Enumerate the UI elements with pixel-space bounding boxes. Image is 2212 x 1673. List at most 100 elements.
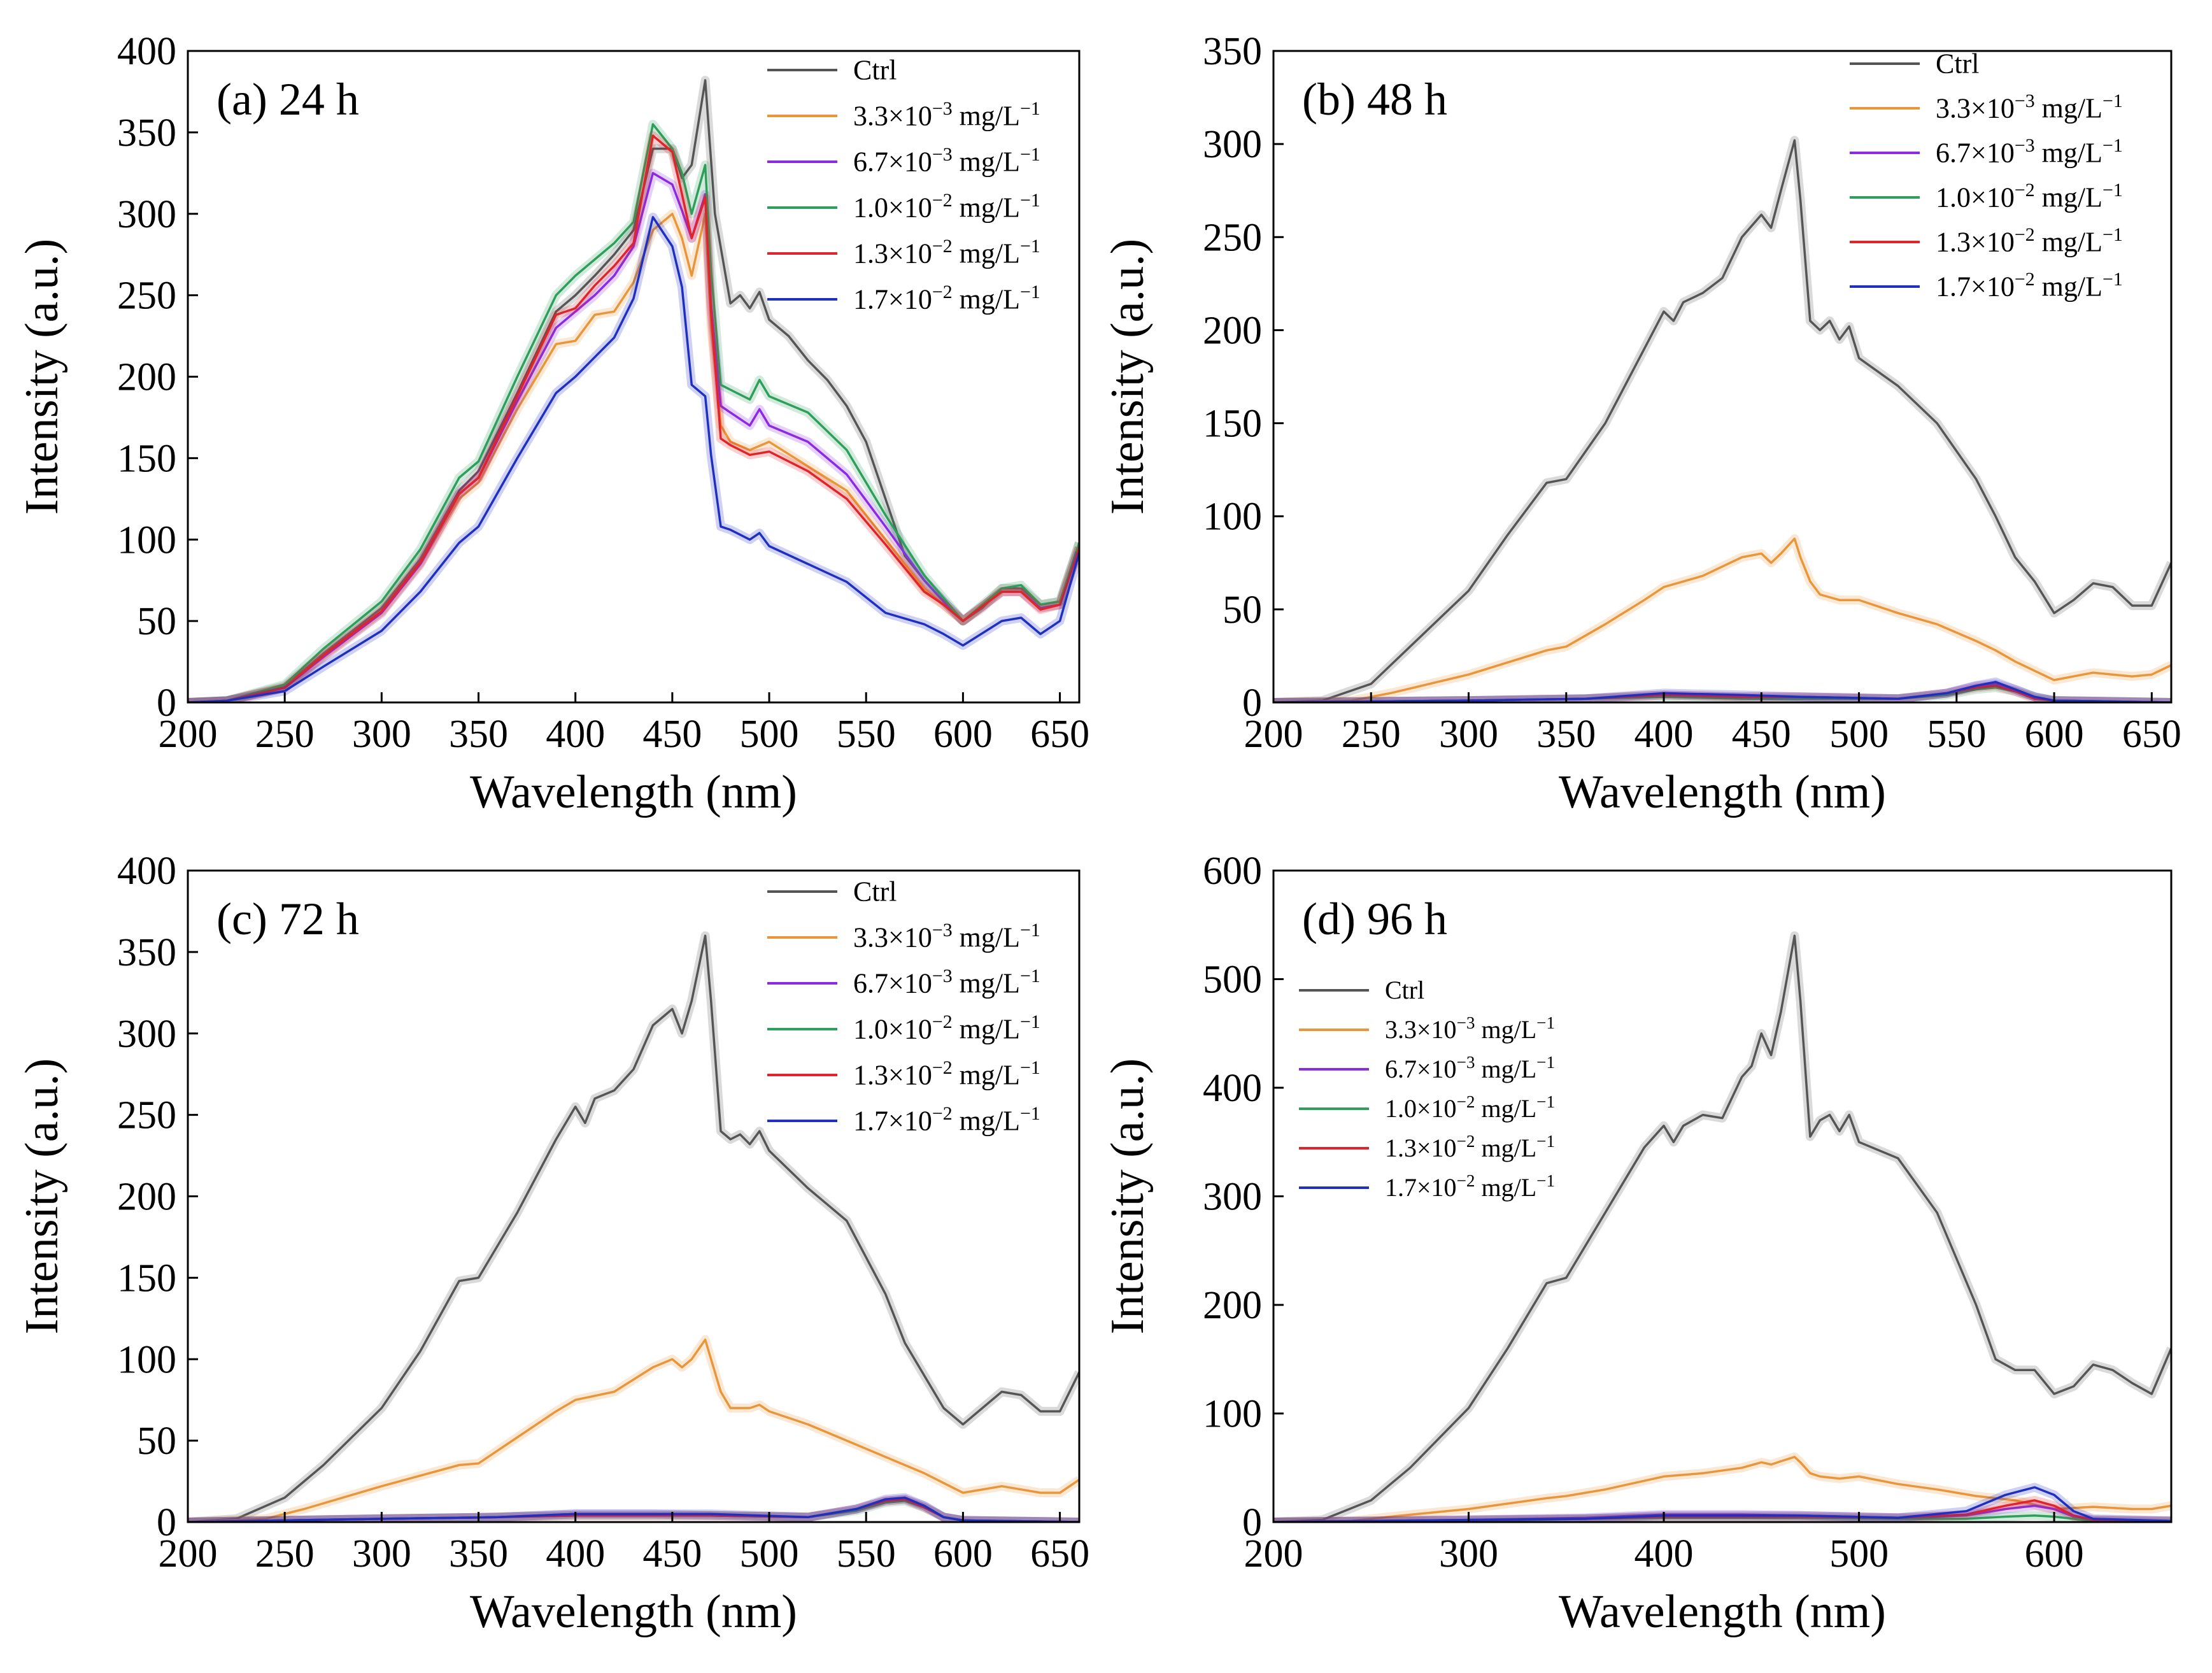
legend-label-base: 1.3×10	[1936, 227, 2015, 258]
legend-label-unit: mg/L	[953, 146, 1020, 178]
y-axis-label: Intensity (a.u.)	[1102, 1058, 1154, 1335]
legend-label: 1.3×10−2 mg/L−1	[853, 1057, 1040, 1091]
x-tick-label: 400	[1634, 713, 1694, 756]
x-axis-label: Wavelength (nm)	[1559, 766, 1886, 818]
legend-label-unit-exp: −1	[1020, 1011, 1040, 1032]
legend: Ctrl 3.3×10−3 mg/L−1 6.7×10−3 mg/L−1 1.0×10…	[1299, 976, 1555, 1202]
legend-label-unit: mg/L	[1475, 1173, 1537, 1202]
y-tick-label: 250	[117, 1094, 176, 1137]
y-tick-label: 350	[117, 931, 176, 974]
series-group	[188, 76, 1079, 702]
x-tick-label: 650	[1030, 1532, 1089, 1576]
x-tick-label: 400	[1634, 1532, 1694, 1576]
x-tick-label: 350	[449, 1532, 508, 1576]
legend-label: 1.0×10−2 mg/L−1	[853, 190, 1040, 224]
legend-label-unit: mg/L	[953, 1014, 1020, 1045]
plot-frame	[1272, 50, 2173, 704]
legend-label-exp: −3	[932, 98, 953, 119]
y-tick-label: 300	[117, 1013, 176, 1056]
legend-label-unit: mg/L	[953, 238, 1020, 269]
panel-b: 200 250 300 350 400 450 500 550 600 650 0 50 100 150 2…	[1102, 30, 2181, 818]
series-group	[1273, 931, 2171, 1522]
legend-label-base: Ctrl	[1385, 976, 1424, 1004]
x-tick-label: 300	[1439, 1532, 1498, 1576]
legend-label: 1.7×10−2 mg/L−1	[853, 1103, 1040, 1137]
legend-label-exp: −2	[932, 236, 953, 257]
y-tick-label: 0	[157, 1501, 176, 1544]
legend-label-unit-exp: −1	[1020, 236, 1040, 257]
legend-label-base: 1.0×10	[1936, 182, 2015, 213]
y-tick-label: 600	[1203, 850, 1262, 893]
x-tick-label: 200	[1244, 1532, 1303, 1576]
legend-label-exp: −3	[2015, 90, 2035, 111]
y-tick-label: 50	[137, 1420, 176, 1463]
series-line-Ctrl	[1273, 934, 2171, 1522]
legend-label-unit-exp: −1	[1020, 965, 1040, 986]
legend-label: 6.7×10−3 mg/L−1	[1936, 135, 2123, 169]
y-tick-label: 100	[117, 518, 176, 562]
legend-label-unit: mg/L	[953, 284, 1020, 315]
x-tick-label: 500	[740, 713, 799, 756]
legend-label: 3.3×10−3 mg/L−1	[1936, 90, 2123, 124]
legend-label-exp: −2	[1457, 1132, 1475, 1151]
x-tick-label: 650	[1030, 713, 1089, 756]
legend-label-base: Ctrl	[853, 876, 897, 908]
x-axis-label: Wavelength (nm)	[470, 766, 797, 818]
legend-label-base: 3.3×10	[1385, 1015, 1457, 1044]
x-tick-label: 500	[740, 1532, 799, 1576]
legend-label-unit: mg/L	[953, 101, 1020, 132]
legend-label: 6.7×10−3 mg/L−1	[1385, 1053, 1555, 1083]
legend-label-exp: −2	[2015, 269, 2035, 290]
panel-title: (c) 72 h	[216, 893, 359, 944]
legend-label-base: 6.7×10	[853, 968, 932, 999]
legend-label-base: 1.7×10	[853, 1106, 932, 1137]
y-tick-label: 150	[117, 1257, 176, 1300]
legend-label: 1.7×10−2 mg/L−1	[1385, 1171, 1555, 1202]
legend-label-base: Ctrl	[1936, 48, 1979, 80]
legend-label-unit-exp: −1	[1020, 920, 1040, 941]
legend-label-unit-exp: −1	[1020, 190, 1040, 211]
series-band-3.3e-3	[188, 1335, 1079, 1522]
legend-label: 1.0×10−2 mg/L−1	[1385, 1092, 1555, 1123]
legend-label-exp: −2	[932, 1057, 953, 1078]
legend-label-base: 1.3×10	[853, 238, 932, 269]
x-tick-label: 250	[1342, 713, 1401, 756]
legend-label-unit: mg/L	[1475, 1015, 1537, 1044]
x-tick-label: 300	[1439, 713, 1498, 756]
legend-label: 3.3×10−3 mg/L−1	[1385, 1013, 1555, 1044]
legend-label-exp: −3	[1457, 1013, 1475, 1032]
legend-label: 1.3×10−2 mg/L−1	[1936, 224, 2123, 258]
legend-label-base: 3.3×10	[853, 922, 932, 953]
legend-label-unit: mg/L	[1475, 1055, 1537, 1083]
x-tick-label: 600	[933, 713, 993, 756]
y-tick-label: 250	[1203, 216, 1262, 259]
y-tick-label: 0	[1242, 681, 1262, 725]
legend-label: 1.3×10−2 mg/L−1	[1385, 1132, 1555, 1162]
y-axis-label: Intensity (a.u.)	[1102, 239, 1154, 515]
legend-label: 3.3×10−3 mg/L−1	[853, 98, 1040, 132]
legend-label-base: 6.7×10	[1385, 1055, 1457, 1083]
y-tick-label: 100	[1203, 1393, 1262, 1436]
x-tick-label: 450	[642, 1532, 702, 1576]
legend-label-unit-exp: −1	[2102, 269, 2123, 290]
legend-label-base: 1.3×10	[1385, 1134, 1457, 1162]
legend-label-base: 1.7×10	[1385, 1173, 1457, 1202]
x-tick-label: 600	[933, 1532, 993, 1576]
legend-label-unit-exp: −1	[1020, 98, 1040, 119]
legend-label-unit-exp: −1	[1020, 144, 1040, 165]
series-line-1.7e-2	[188, 216, 1079, 702]
legend-label-exp: −3	[932, 920, 953, 941]
legend-label: 6.7×10−3 mg/L−1	[853, 965, 1040, 999]
series-band-1.3e-2	[188, 131, 1079, 702]
y-tick-label: 50	[137, 600, 176, 643]
legend-label-base: 1.0×10	[1385, 1094, 1457, 1123]
x-axis-label: Wavelength (nm)	[1559, 1586, 1886, 1638]
legend-label-exp: −2	[932, 281, 953, 303]
x-tick-label: 550	[1927, 713, 1986, 756]
legend-label: 1.0×10−2 mg/L−1	[1936, 180, 2123, 213]
x-tick-label: 400	[546, 1532, 605, 1576]
series-line-1.7e-2	[188, 1496, 1079, 1522]
legend-label-exp: −3	[1457, 1053, 1475, 1072]
legend-label-base: 1.0×10	[853, 192, 932, 224]
